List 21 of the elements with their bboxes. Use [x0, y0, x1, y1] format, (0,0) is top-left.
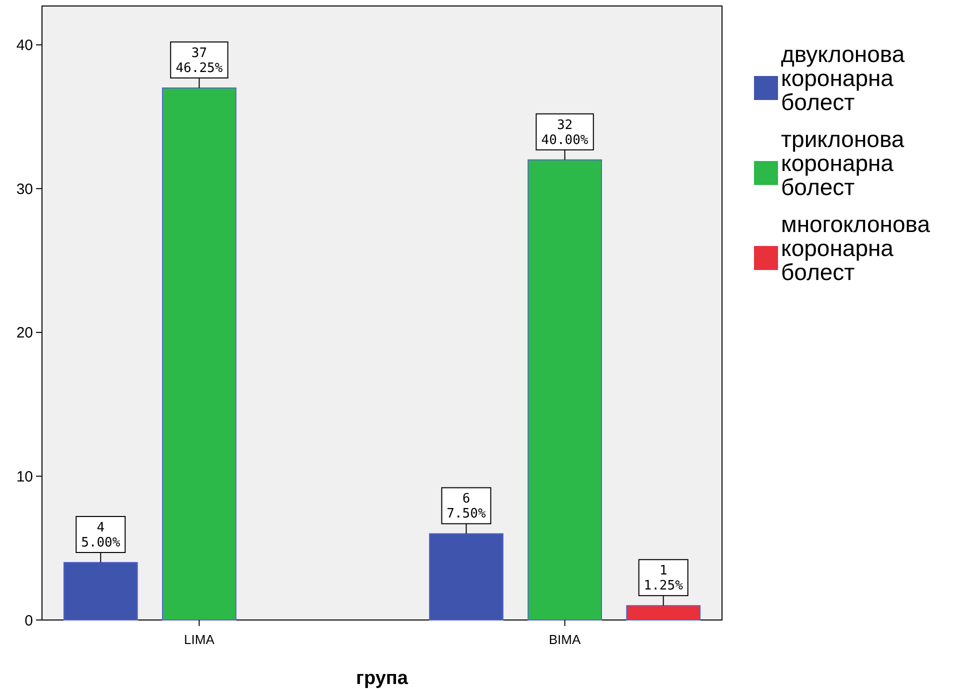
x-tick-label: BIMA [548, 632, 582, 647]
y-tick-label: 10 [16, 468, 33, 486]
bar [528, 159, 602, 620]
legend-label: двуклонова коронарна болест [781, 41, 905, 115]
bar [63, 562, 138, 620]
legend-label: триклонова коронарна болест [781, 126, 904, 200]
bar [429, 533, 504, 620]
y-tick-label: 30 [16, 180, 33, 198]
y-tick-label: 20 [16, 324, 33, 342]
legend-label: многоклонова коронарна болест [781, 211, 930, 285]
data-label: 32 40.00% [541, 118, 588, 148]
y-tick-label: 40 [16, 37, 33, 54]
data-label: 37 46.25% [176, 46, 223, 76]
y-tick-label: 0 [24, 612, 33, 630]
x-axis-title: група [356, 668, 408, 689]
data-label: 1 1.25% [644, 564, 684, 594]
bar [162, 87, 236, 620]
data-label: 4 5.00% [81, 520, 120, 550]
data-label: 6 7.50% [446, 492, 486, 522]
x-tick-label: LIMA [184, 632, 215, 647]
bar [626, 605, 701, 620]
